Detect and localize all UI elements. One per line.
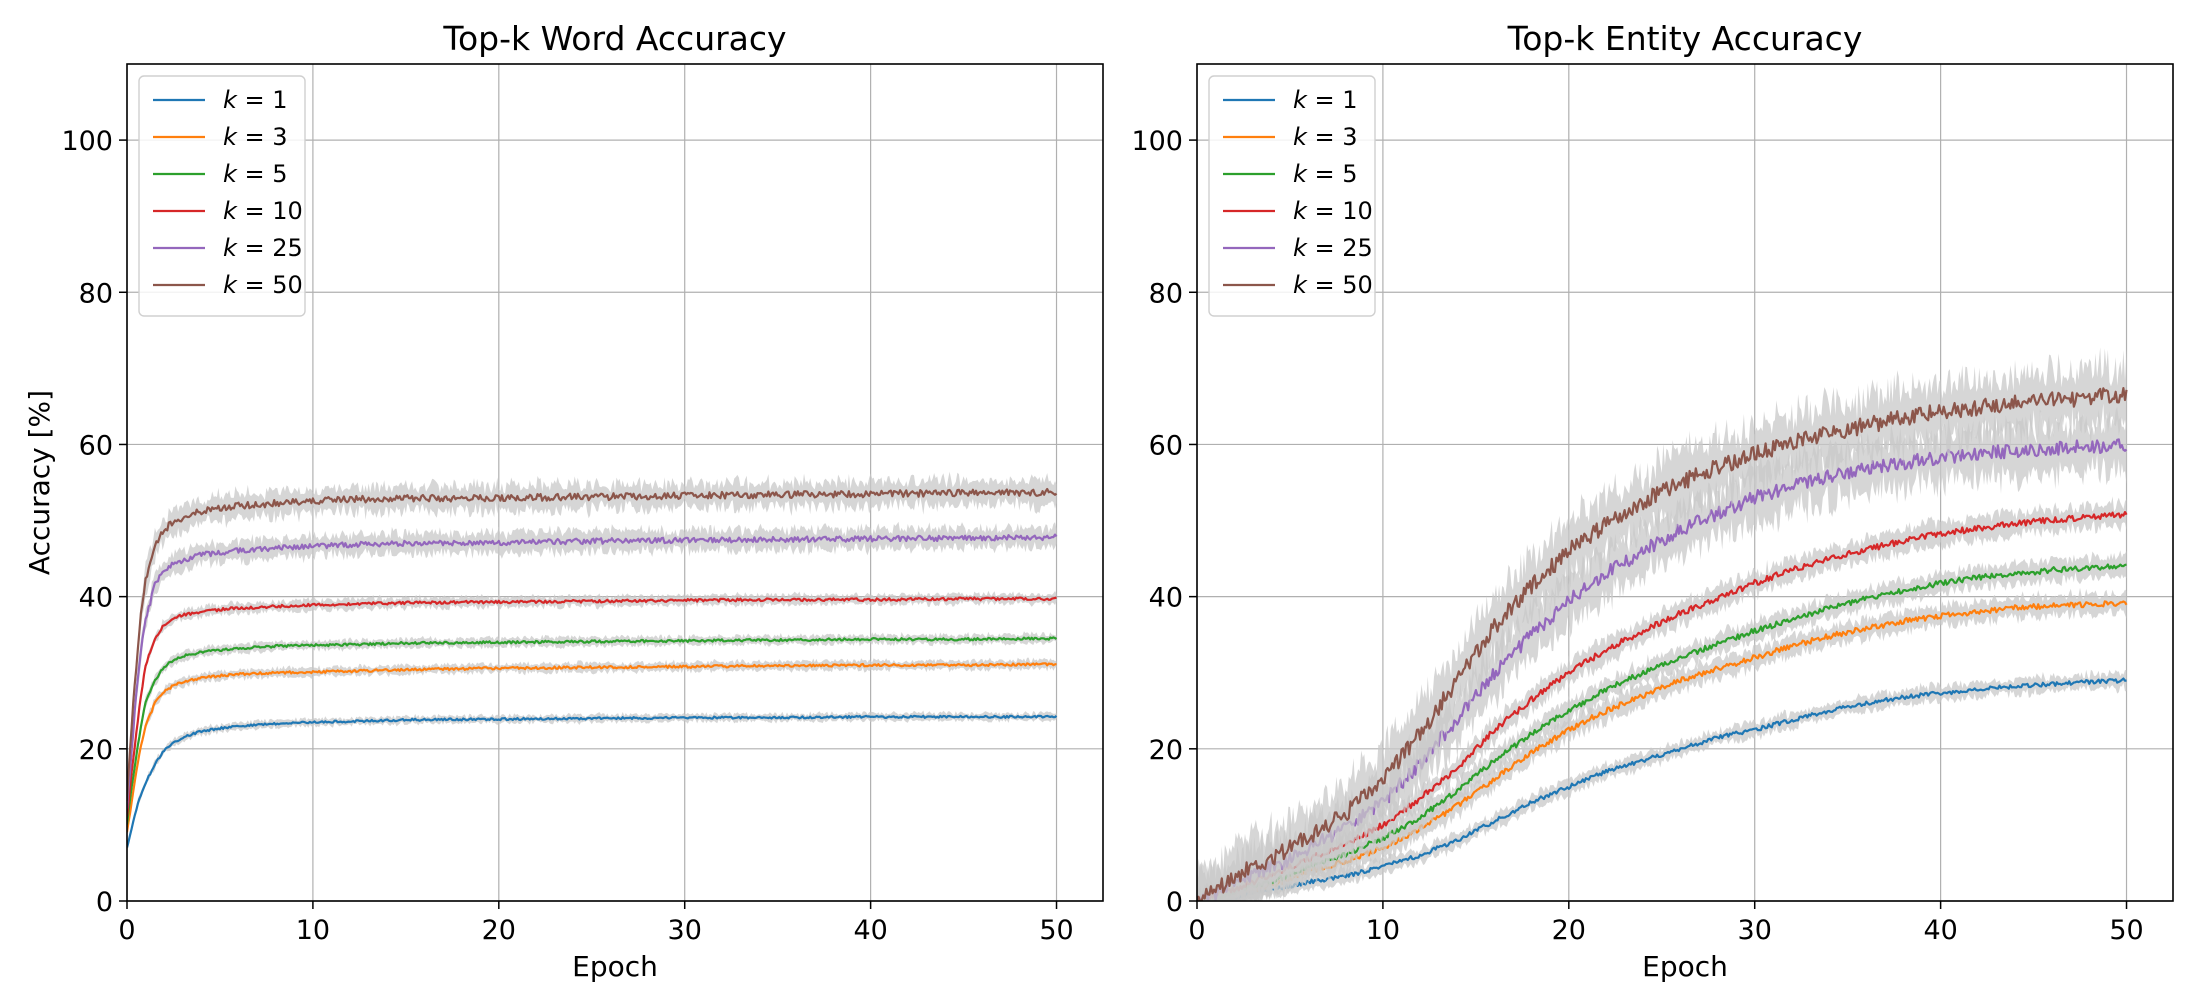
series-band-2	[1197, 550, 2127, 901]
chart-title: Top-k Word Accuracy	[442, 19, 786, 58]
legend-k: k	[1293, 160, 1308, 188]
legend-k: k	[223, 123, 238, 151]
series-band-3	[127, 590, 1057, 823]
legend-entry: k = 25	[1293, 234, 1373, 262]
entity-accuracy-chart: 0 10 20 30 40 50 0 20 40 60 80 100 Top-k Entity Accu…	[1131, 19, 2174, 983]
y-tick-label: 80	[1149, 278, 1183, 309]
x-tick-label: 10	[1366, 915, 1400, 946]
legend: k = 1k = 3k = 5k = 10k = 25k = 50	[1208, 75, 1376, 317]
legend-value: = 1	[237, 86, 288, 114]
series-line-k10	[127, 596, 1057, 817]
series-line-k50	[1197, 387, 2128, 901]
legend-value: = 3	[237, 123, 288, 151]
x-tick-label: 30	[1738, 915, 1772, 946]
series-band-1	[127, 657, 1057, 839]
series-line-k1	[1197, 677, 2127, 901]
legend-value: = 10	[1307, 197, 1373, 225]
legend-value: = 25	[237, 234, 303, 262]
legend-k: k	[1293, 197, 1308, 225]
series-band-3	[1197, 496, 2127, 901]
x-tick-label: 0	[1188, 915, 1205, 946]
x-tick-label: 40	[1923, 915, 1957, 946]
legend-entry: k = 25	[223, 234, 303, 262]
legend-value: = 25	[1307, 234, 1373, 262]
series-band-4	[127, 521, 1057, 814]
series-line-k25	[127, 533, 1058, 809]
series-band-5	[127, 471, 1057, 812]
word-accuracy-chart: 0 10 20 30 40 50 0 20 40 60 80 100 Top-k Word Accura…	[23, 19, 1104, 983]
series-line-k50	[127, 487, 1058, 801]
x-tick-label: 20	[1552, 915, 1586, 946]
legend-k: k	[223, 234, 238, 262]
legend-k: k	[1293, 123, 1308, 151]
legend-value: = 5	[1307, 160, 1358, 188]
legend-entry: k = 5	[223, 160, 288, 188]
x-tick-label: 0	[118, 915, 135, 946]
legend-value: = 3	[1307, 123, 1358, 151]
x-tick-label: 50	[1039, 915, 1073, 946]
legend-value: = 5	[237, 160, 288, 188]
plot-area	[1197, 347, 2128, 901]
y-tick-label: 0	[1166, 887, 1183, 918]
y-tick-label: 20	[79, 735, 113, 766]
y-tick-label: 80	[79, 278, 113, 309]
series-band-0	[127, 710, 1057, 852]
legend-k: k	[223, 197, 238, 225]
x-tick-label: 10	[296, 915, 330, 946]
legend-value: = 1	[1307, 86, 1358, 114]
legend-k: k	[223, 86, 238, 114]
y-tick-label: 60	[79, 430, 113, 461]
legend-entry: k = 50	[1293, 271, 1373, 299]
y-tick-label: 100	[61, 126, 113, 157]
legend-value: = 50	[1307, 271, 1373, 299]
legend: k = 1k = 3k = 5k = 10k = 25k = 50	[138, 75, 306, 317]
plot-area	[127, 471, 1058, 852]
legend-entry: k = 1	[223, 86, 288, 114]
legend-k: k	[223, 160, 238, 188]
legend-entry: k = 5	[1293, 160, 1358, 188]
legend-value: = 50	[237, 271, 303, 299]
series-line-k3	[127, 662, 1057, 833]
y-tick-label: 40	[1149, 583, 1183, 614]
series-line-k5	[127, 636, 1058, 825]
x-tick-label: 20	[482, 915, 516, 946]
series-band-0	[1197, 669, 2127, 901]
legend-k: k	[1293, 86, 1308, 114]
x-tick-label: 40	[853, 915, 887, 946]
x-axis-label: Epoch	[572, 950, 658, 983]
legend-k: k	[223, 271, 238, 299]
y-tick-label: 20	[1149, 735, 1183, 766]
axes-frame	[1196, 63, 2174, 902]
chart-title: Top-k Entity Accuracy	[1507, 19, 1863, 58]
legend-entry: k = 1	[1293, 86, 1358, 114]
legend-entry: k = 3	[223, 123, 288, 151]
legend-k: k	[1293, 234, 1308, 262]
x-tick-label: 30	[668, 915, 702, 946]
legend-entry: k = 3	[1293, 123, 1358, 151]
y-tick-label: 0	[96, 887, 113, 918]
axes-frame	[126, 63, 1104, 902]
series-band-2	[127, 631, 1057, 829]
legend-k: k	[1293, 271, 1308, 299]
y-tick-label: 100	[1131, 126, 1183, 157]
y-axis-label: Accuracy [%]	[23, 390, 56, 575]
x-axis-label: Epoch	[1642, 950, 1728, 983]
y-tick-label: 60	[1149, 430, 1183, 461]
series-line-k1	[127, 714, 1058, 848]
y-tick-label: 40	[79, 583, 113, 614]
legend-entry: k = 10	[1293, 197, 1373, 225]
legend-entry: k = 10	[223, 197, 303, 225]
legend-value: = 10	[237, 197, 303, 225]
legend-entry: k = 50	[223, 271, 303, 299]
x-tick-label: 50	[2109, 915, 2143, 946]
